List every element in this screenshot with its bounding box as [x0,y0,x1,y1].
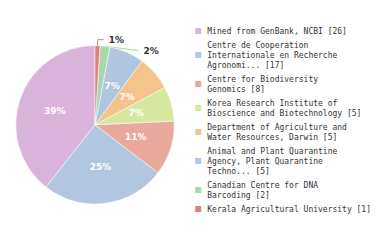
svg-text:Department of Agriculture and: Department of Agriculture and [207,123,347,132]
svg-text:Animal and Plant Quarantine: Animal and Plant Quarantine [207,147,337,156]
svg-text:1%: 1% [109,35,124,45]
svg-text:Agronomi... [17]: Agronomi... [17] [207,61,284,70]
svg-text:7%: 7% [104,81,119,91]
svg-text:2%: 2% [143,46,158,56]
svg-text:Kerala Agricultural University: Kerala Agricultural University [1] [207,205,371,214]
svg-text:Genomics [8]: Genomics [8] [207,85,265,94]
svg-text:7%: 7% [128,108,143,118]
svg-text:Water Resources, Darwin [5]: Water Resources, Darwin [5] [207,133,337,142]
svg-text:Mined from GenBank, NCBI [26]: Mined from GenBank, NCBI [26] [207,27,347,36]
svg-text:Canadian Centre for DNA: Canadian Centre for DNA [207,181,318,190]
svg-text:39%: 39% [44,106,66,116]
svg-text:Bioscience and Biotechnology [: Bioscience and Biotechnology [5] [207,109,361,118]
svg-text:Techno... [5]: Techno... [5] [207,167,270,176]
svg-text:Internationale en Recherche: Internationale en Recherche [207,51,337,60]
svg-text:11%: 11% [125,132,147,142]
svg-text:Centre for Biodiversity: Centre for Biodiversity [207,75,318,84]
svg-text:Barcoding [2]: Barcoding [2] [207,191,270,200]
svg-text:7%: 7% [120,92,135,102]
svg-text:Centre de Cooperation: Centre de Cooperation [207,41,308,50]
svg-text:25%: 25% [90,162,112,172]
svg-text:Agency, Plant Quarantine: Agency, Plant Quarantine [207,157,323,166]
svg-text:Korea Research Institute of: Korea Research Institute of [207,99,337,108]
